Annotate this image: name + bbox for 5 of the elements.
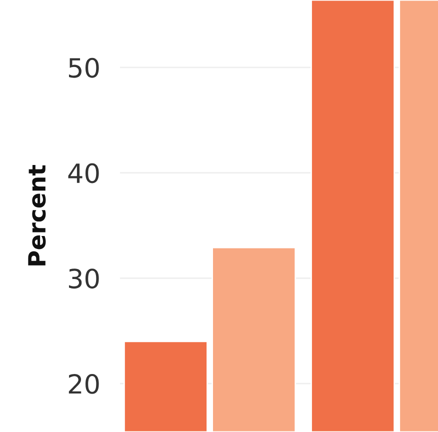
- y-tick-label: 30: [68, 268, 99, 289]
- y-axis-title: Percent: [28, 165, 46, 266]
- y-tick-label: 50: [69, 58, 99, 78]
- y-tick-label: 40: [68, 163, 99, 184]
- y-tick-label: 20: [68, 374, 99, 394]
